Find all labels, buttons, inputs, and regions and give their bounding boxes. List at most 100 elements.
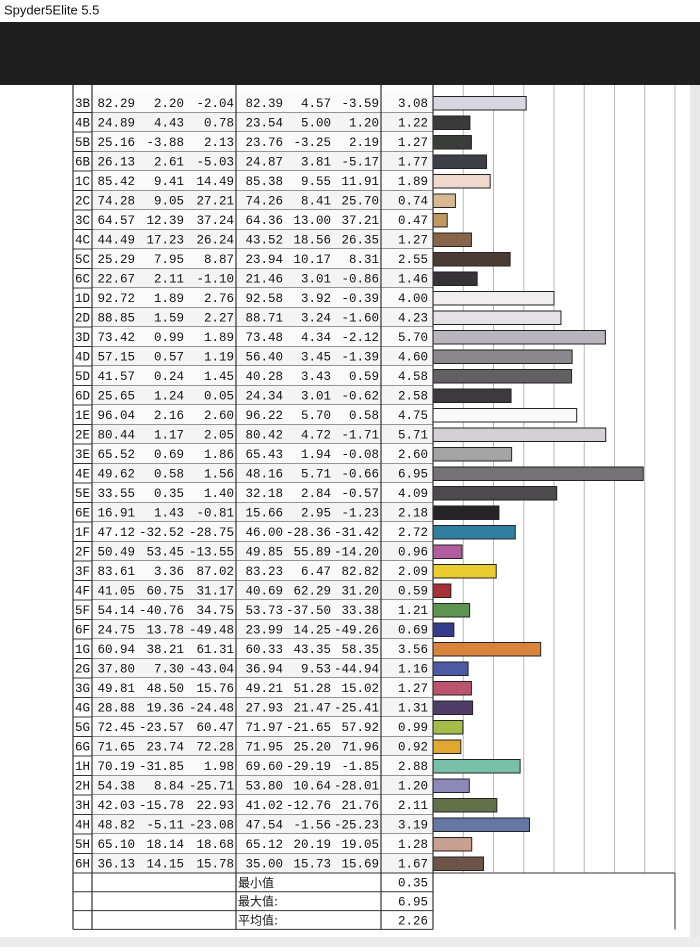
lab-value: -1.10 — [196, 273, 234, 287]
lab-value: 2.20 — [154, 97, 184, 111]
summary-label: 最大值: — [238, 894, 278, 909]
delta-e-bar — [432, 291, 555, 306]
lab-value: 8.84 — [154, 780, 184, 794]
lab-value: 1.59 — [154, 312, 184, 326]
patch-id: 2G — [75, 663, 90, 677]
row-shade — [92, 541, 433, 561]
patch-id: 4B — [75, 117, 91, 131]
lab-value: -2.04 — [196, 97, 234, 111]
title-bar — [0, 0, 700, 22]
lab-value: 37.21 — [341, 214, 379, 228]
patch-id: 2F — [75, 546, 90, 560]
row-shade — [92, 580, 433, 600]
lab-value: 0.05 — [204, 390, 234, 404]
lab-value: 82.29 — [97, 97, 135, 111]
lab-value: 14.25 — [293, 624, 331, 638]
patch-id: 6H — [75, 858, 90, 872]
lab-value: -25.23 — [334, 819, 379, 833]
lab-value: 23.99 — [245, 624, 283, 638]
delta-e: 2.60 — [398, 448, 428, 462]
delta-e-bar — [432, 622, 455, 637]
patch-id: 6D — [75, 390, 90, 404]
lab-value: -3.25 — [293, 136, 331, 150]
patch-id: 1H — [75, 760, 90, 774]
lab-value: -25.41 — [334, 702, 379, 716]
lab-value: 71.97 — [245, 721, 283, 735]
lab-value: -29.19 — [286, 760, 331, 774]
lab-value: 83.23 — [245, 565, 283, 579]
delta-e: 2.88 — [398, 760, 428, 774]
lab-value: 92.58 — [245, 292, 283, 306]
lab-value: 57.92 — [341, 721, 379, 735]
lab-value: 1.43 — [154, 507, 184, 521]
lab-value: 46.00 — [245, 526, 283, 540]
lab-value: 92.72 — [97, 292, 135, 306]
lab-value: 28.88 — [97, 702, 135, 716]
summary-value: 2.26 — [398, 914, 428, 928]
lab-value: 64.57 — [97, 214, 135, 228]
lab-value: 49.81 — [97, 682, 135, 696]
lab-value: 41.57 — [97, 370, 135, 384]
delta-e: 3.08 — [398, 97, 428, 111]
lab-value: 10.17 — [293, 253, 331, 267]
patch-id: 2H — [75, 780, 90, 794]
lab-value: 37.24 — [196, 214, 234, 228]
lab-value: 83.61 — [97, 565, 135, 579]
lab-value: -44.94 — [334, 663, 379, 677]
lab-value: 26.35 — [341, 234, 379, 248]
lab-value: 15.66 — [245, 507, 283, 521]
delta-e-bar — [432, 310, 562, 325]
delta-e-bar — [432, 583, 452, 598]
delta-e: 1.46 — [398, 273, 428, 287]
lab-value: -1.56 — [293, 819, 331, 833]
lab-value: 74.28 — [97, 195, 135, 209]
patch-id: 5C — [75, 253, 90, 267]
lab-value: 18.14 — [146, 838, 184, 852]
lab-value: 36.94 — [245, 663, 283, 677]
lab-value: 31.20 — [341, 585, 379, 599]
patch-id: 6B — [75, 156, 91, 170]
lab-value: -21.65 — [286, 721, 331, 735]
lab-value: 71.96 — [341, 741, 379, 755]
lab-value: 44.49 — [97, 234, 135, 248]
lab-value: 1.89 — [154, 292, 184, 306]
lab-value: 3.24 — [301, 312, 331, 326]
lab-value: 0.57 — [154, 351, 184, 365]
patch-id: 4H — [75, 819, 90, 833]
lab-value: 15.02 — [341, 682, 379, 696]
row-shade — [92, 522, 433, 542]
delta-e-bar — [432, 720, 464, 735]
lab-value: 0.69 — [154, 448, 184, 462]
lab-value: 2.60 — [204, 409, 234, 423]
lab-value: 85.42 — [97, 175, 135, 189]
lab-value: 1.45 — [204, 370, 234, 384]
delta-e-bar — [432, 817, 530, 832]
row-shade — [92, 171, 433, 191]
lab-value: 60.75 — [146, 585, 184, 599]
lab-value: -0.81 — [196, 507, 234, 521]
delta-e: 2.72 — [398, 526, 428, 540]
lab-value: 82.39 — [245, 97, 283, 111]
lab-value: 3.01 — [301, 390, 331, 404]
lab-value: 15.73 — [293, 858, 331, 872]
bottom-gutter — [0, 937, 700, 947]
lab-value: 4.34 — [301, 331, 331, 345]
delta-e-bar — [432, 96, 527, 111]
lab-value: 27.21 — [196, 195, 234, 209]
row-shade — [92, 151, 433, 171]
patch-id: 6G — [75, 741, 90, 755]
delta-e-bar — [432, 778, 470, 793]
lab-value: 56.40 — [245, 351, 283, 365]
row-shade — [92, 93, 433, 113]
lab-value: 20.19 — [293, 838, 331, 852]
lab-value: 0.35 — [154, 487, 184, 501]
lab-value: -0.39 — [341, 292, 379, 306]
lab-value: 7.95 — [154, 253, 184, 267]
lab-value: 32.18 — [245, 487, 283, 501]
row-shade — [92, 132, 433, 152]
patch-id: 3H — [75, 799, 90, 813]
lab-value: 24.75 — [97, 624, 135, 638]
patch-id: 5G — [75, 721, 90, 735]
lab-value: 13.00 — [293, 214, 331, 228]
lab-value: -2.12 — [341, 331, 379, 345]
